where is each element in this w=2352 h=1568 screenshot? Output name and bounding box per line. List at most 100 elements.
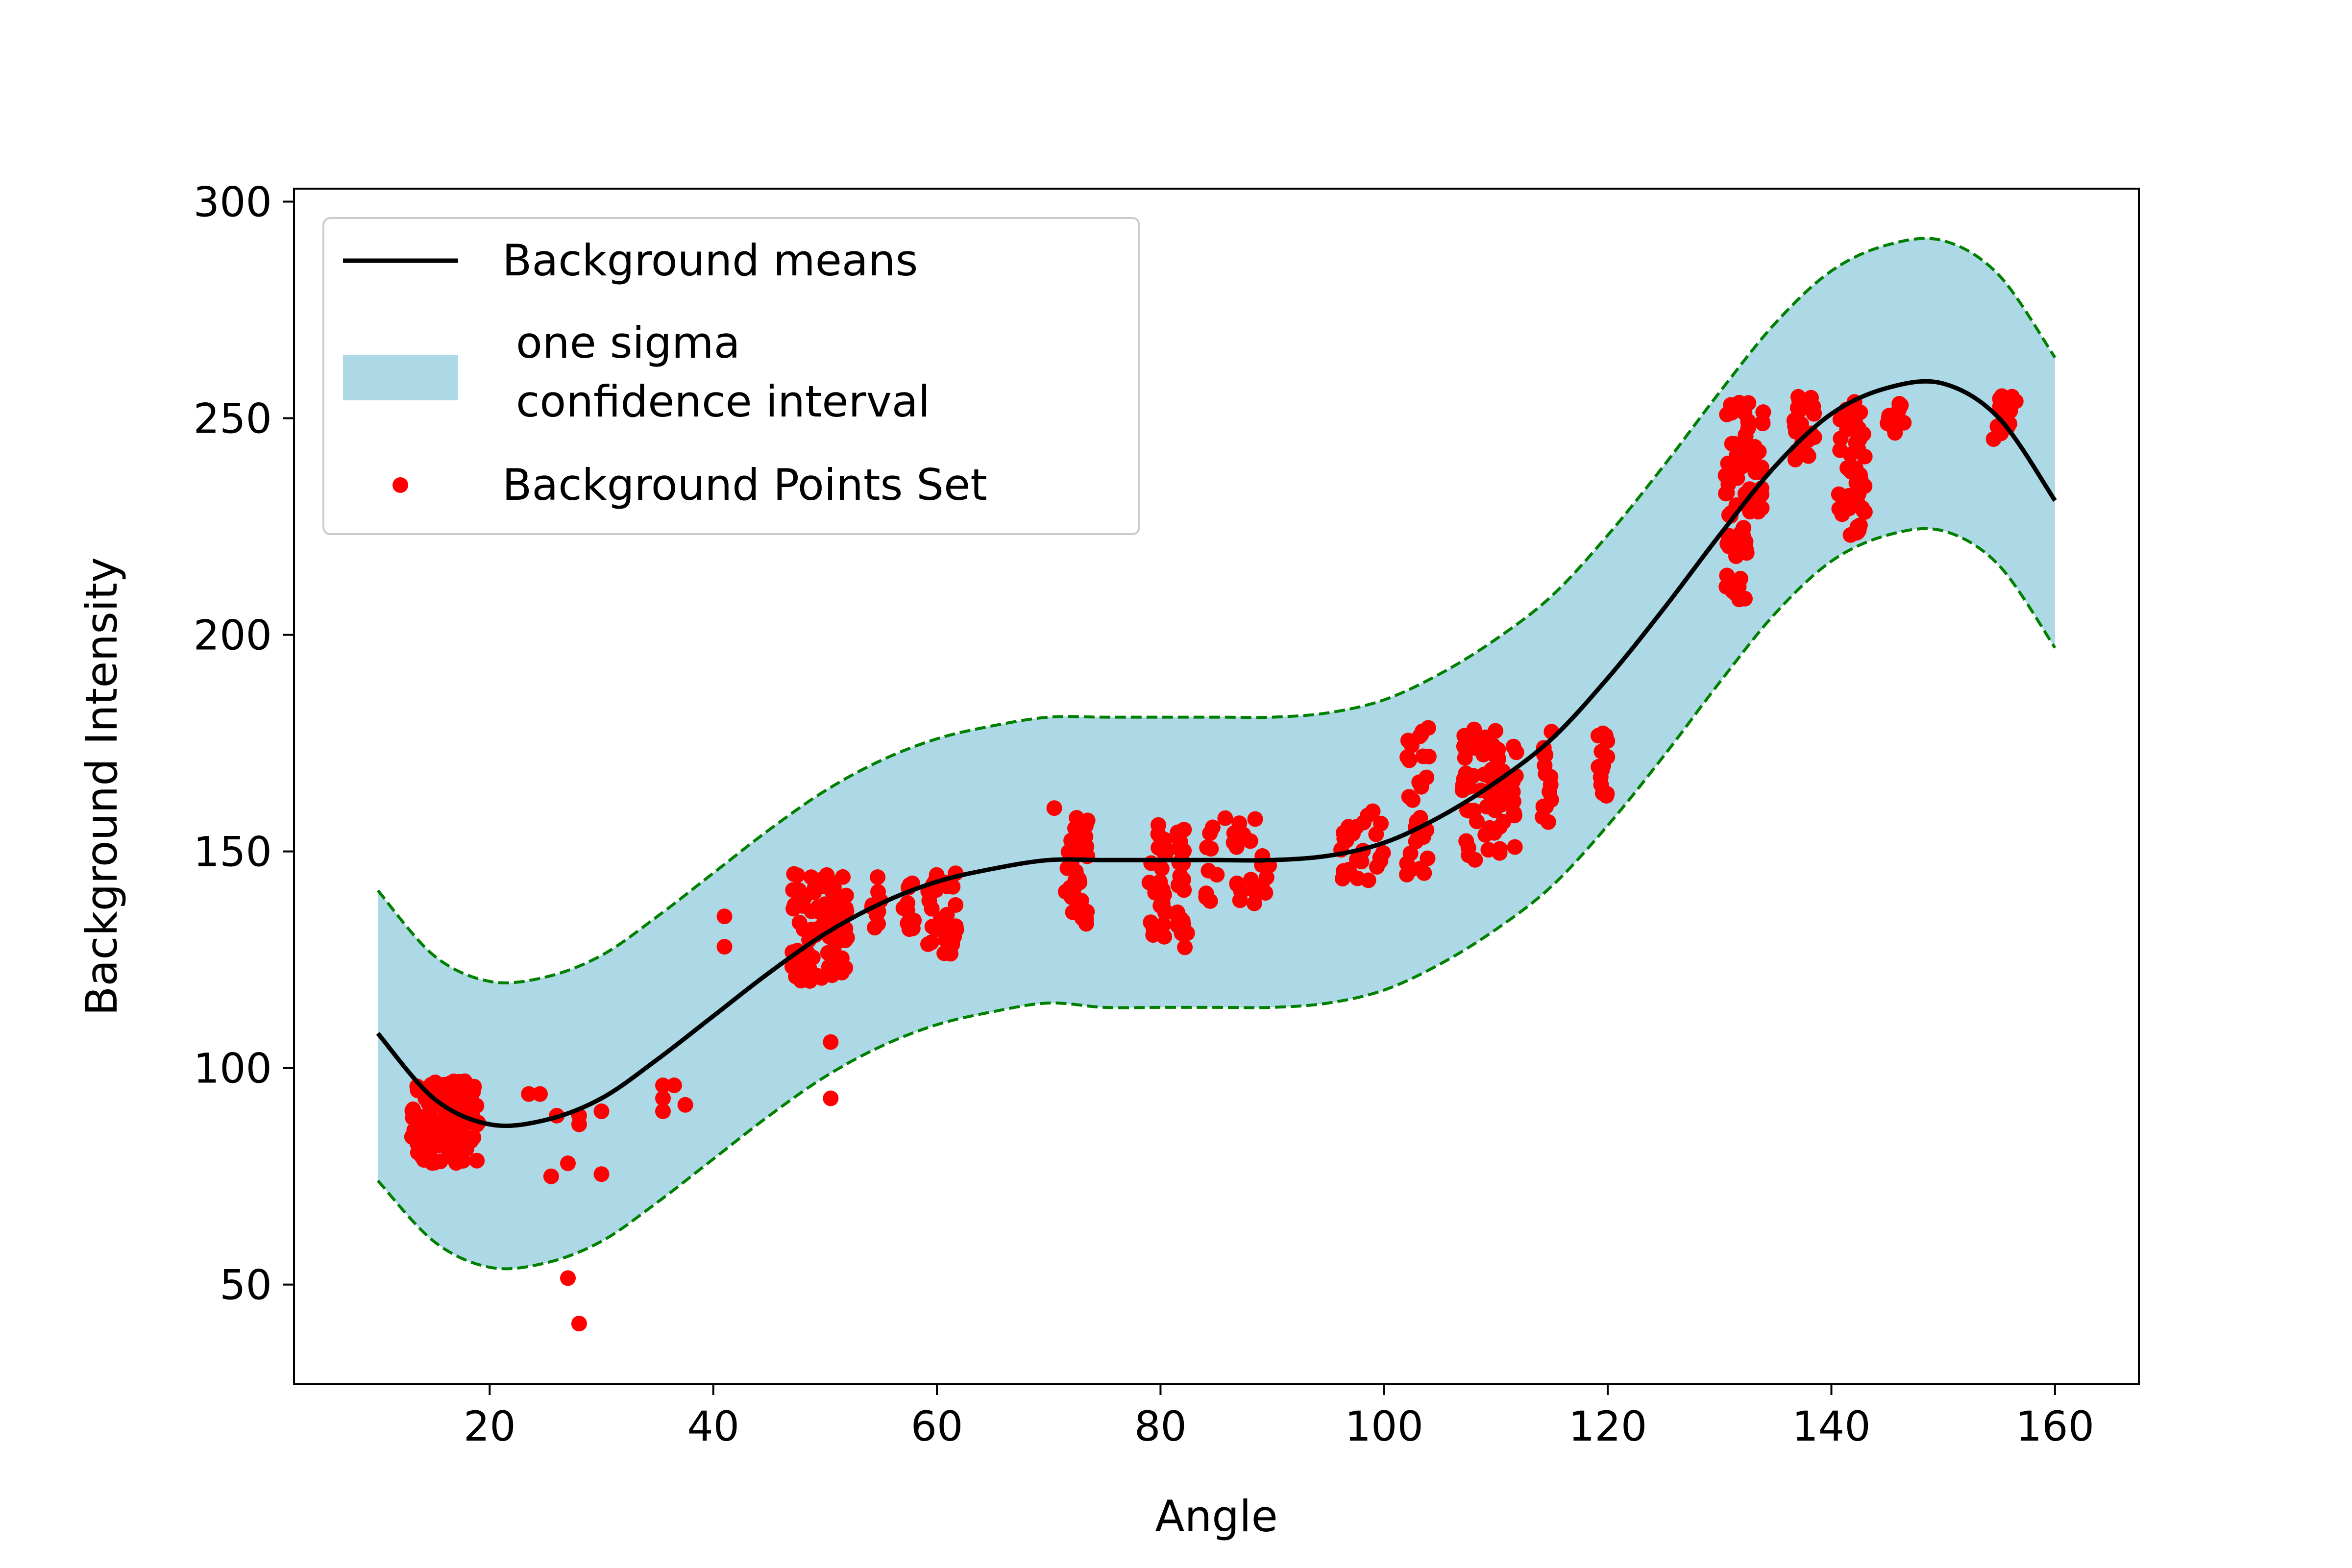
scatter-point [1360,872,1376,888]
scatter-point [469,1152,485,1169]
scatter-point [1217,810,1233,826]
scatter-point [1171,878,1186,893]
scatter-point [1839,421,1855,438]
x-tick-label: 40 [687,1402,739,1450]
scatter-point [408,1128,424,1145]
scatter-point [1740,413,1756,429]
scatter-point [1171,855,1187,871]
scatter-point [571,1116,587,1132]
scatter-point [793,973,809,989]
scatter-point [1732,541,1748,557]
scatter-point [924,919,940,935]
scatter-point [1372,853,1389,869]
scatter-point [948,918,964,934]
scatter-point [1793,416,1810,432]
plot-area [376,237,2057,1332]
x-tick-label: 140 [1792,1402,1870,1450]
scatter-point [1415,748,1431,764]
y-axis-label: Background Intensity [76,557,127,1016]
scatter-point [716,939,733,955]
scatter-point [1467,852,1483,868]
scatter-point [1420,850,1436,866]
scatter-point [1479,799,1495,815]
scatter-point [416,1152,432,1168]
scatter-point [1494,796,1510,812]
scatter-point [1177,939,1193,956]
scatter-point [1599,785,1615,802]
scatter-point [1887,425,1903,441]
scatter-point [1202,893,1218,909]
scatter-point [1719,406,1735,422]
scatter-point [1368,826,1384,842]
scatter-point [868,906,884,923]
scatter-point [948,897,964,913]
scatter-point [1414,723,1430,739]
scatter-point [1793,446,1809,463]
x-tick-label: 60 [911,1402,963,1450]
scatter-point [1247,811,1263,827]
y-tick-label: 200 [194,612,272,660]
scatter-point [1719,567,1735,584]
scatter-point [441,1146,458,1162]
scatter-point [826,879,842,895]
scatter-point [593,1166,610,1182]
scatter-point [1535,809,1551,825]
scatter-point [1727,586,1743,601]
scatter-point [677,1097,693,1113]
scatter-point [1063,833,1079,849]
scatter-point [1755,404,1771,420]
scatter-point [789,867,806,883]
scatter-point [1355,814,1372,831]
scatter-point [1459,802,1475,818]
legend: Background means one sigma confidence in… [322,217,1140,535]
confidence-band [378,238,2055,1269]
scatter-point [1402,845,1419,861]
scatter-point [666,1078,682,1093]
x-tick-label: 20 [464,1402,516,1450]
scatter-point [1365,803,1381,819]
scatter-point [899,902,915,918]
scatter-point [943,946,959,962]
scatter-point [803,869,819,885]
scatter-point [1258,869,1274,885]
scatter-point [1507,839,1523,855]
scatter-point [1411,774,1427,790]
scatter-point [1169,904,1185,920]
scatter-point [560,1155,576,1172]
scatter-point [532,1086,548,1102]
scatter-point [1150,925,1166,941]
mean-curve [376,379,2057,1128]
scatter-point [456,1117,472,1133]
scatter-point [1401,752,1418,768]
scatter-point [1747,464,1764,480]
scatter-point [1062,859,1078,876]
legend-points-label: Background Points Set [502,460,987,510]
scatter-point [1243,872,1259,888]
scatter-point [1495,814,1512,830]
scatter-point [902,920,918,936]
x-tick-label: 120 [1568,1402,1647,1450]
scatter-point [791,883,808,900]
scatter-point [1854,500,1870,516]
scatter-point [923,934,939,951]
scatter-point [1505,738,1521,755]
scatter-point [445,1081,462,1097]
scatter-point [870,869,886,885]
scatter-point [1720,476,1737,492]
plot-frame [293,188,2140,1385]
scatter-point [1492,841,1508,857]
scatter-point [436,1115,452,1130]
scatter-point [1851,486,1867,502]
scatter-point [716,908,733,925]
legend-mean-label: Background means [502,235,918,286]
scatter-point [455,1153,471,1169]
scatter-point [1735,528,1751,544]
scatter-point [833,950,850,966]
scatter-point [1890,402,1907,418]
scatter-point [1225,834,1242,851]
scatter-point [1153,860,1170,877]
x-tick-label: 100 [1345,1402,1423,1450]
x-tick-label: 80 [1134,1402,1187,1450]
scatter-point [1204,819,1221,835]
